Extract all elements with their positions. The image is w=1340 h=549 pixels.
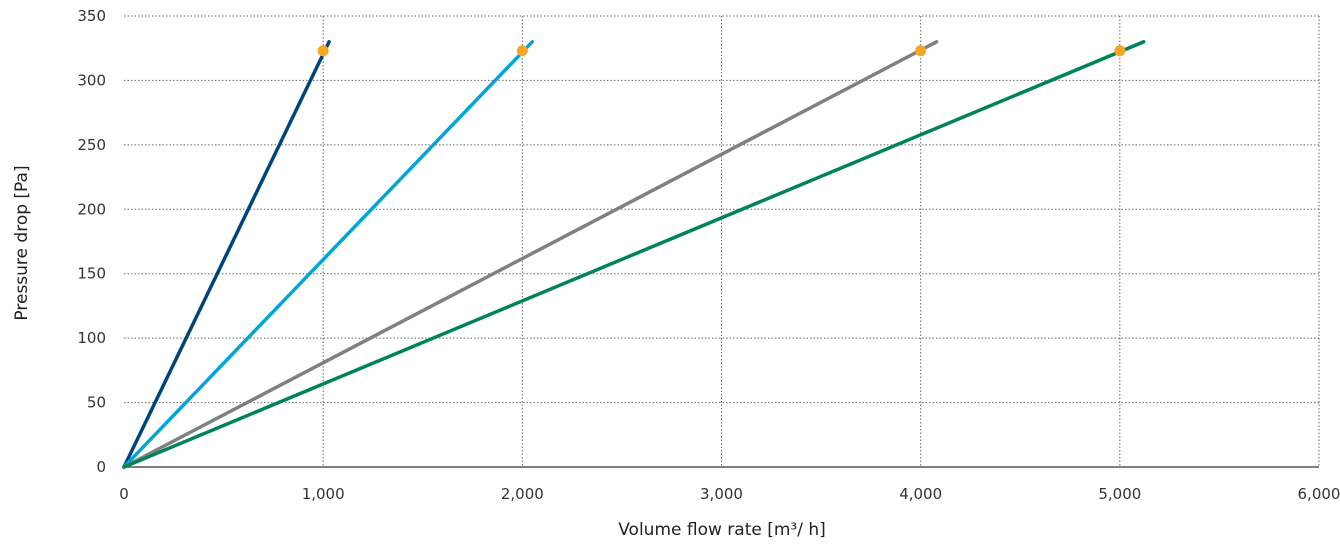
x-tick-label: 4,000: [899, 485, 942, 503]
y-tick-label: 150: [77, 265, 106, 283]
operating-point-marker: [1114, 45, 1126, 57]
x-tick-label: 0: [119, 485, 129, 503]
y-tick-label: 300: [77, 71, 106, 89]
x-tick-label: 3,000: [700, 485, 743, 503]
y-tick-label: 100: [77, 329, 106, 347]
y-tick-label: 350: [77, 7, 106, 25]
tick-labels: 0 50 100 150 200 250 300 350 0 1,000 2,000 3,000 4,0…: [77, 7, 1340, 503]
grid: [124, 15, 1320, 467]
x-tick-label: 2,000: [501, 485, 544, 503]
x-tick-label: 6,000: [1298, 485, 1340, 503]
series-line-3: [122, 40, 939, 469]
operating-point-marker: [516, 45, 528, 57]
y-tick-label: 200: [77, 200, 106, 218]
operating-point-marker: [317, 45, 329, 57]
operating-point-marker: [915, 45, 927, 57]
y-tick-label: 250: [77, 136, 106, 154]
y-axis-title: Pressure drop [Pa]: [12, 165, 32, 320]
series-line-1: [122, 40, 331, 469]
x-tick-label: 5,000: [1098, 485, 1141, 503]
series-line-2: [122, 40, 535, 469]
x-axis-title: Volume flow rate [m³/ h]: [618, 520, 826, 540]
y-tick-label: 0: [96, 458, 106, 476]
y-tick-label: 50: [87, 394, 106, 412]
operating-point-markers: [317, 45, 1126, 57]
series-line-4: [122, 40, 1146, 469]
series-lines: [122, 40, 1146, 469]
x-tick-label: 1,000: [302, 485, 345, 503]
